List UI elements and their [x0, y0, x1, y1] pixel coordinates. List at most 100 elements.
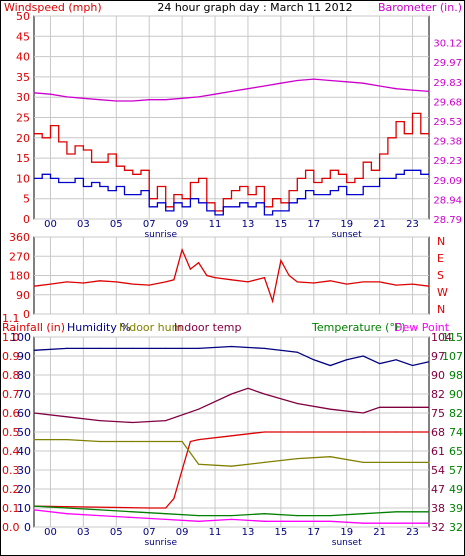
wind-direction-line-point: [99, 280, 101, 282]
indoor-temp-line-point: [33, 412, 35, 414]
indoor-temp-line-point: [263, 393, 266, 395]
compass-label: N: [437, 303, 445, 316]
rain-tick-label: 0.8: [2, 369, 20, 382]
rain-tick-label: 0.5: [2, 426, 20, 439]
rain-tick-label: 1.1: [2, 312, 20, 325]
series-layer: [33, 78, 430, 524]
annotation-sunset: sunset: [332, 230, 362, 240]
legend-indoor-hum: Indoor hum: [119, 321, 182, 334]
indoor-temp-tick-label: 47: [431, 483, 445, 496]
direction-tick-label: 0: [23, 308, 30, 321]
rain-tick-label: 0.2: [2, 483, 20, 496]
x-tick-label: 09: [176, 219, 189, 230]
wind-direction-line-point: [33, 285, 35, 287]
humidity-line-point: [395, 359, 397, 361]
humidity-tick-label: 90: [17, 350, 31, 363]
barometer-line-point: [214, 93, 216, 95]
wind-direction-line-point: [428, 285, 430, 287]
indoor-temp-tick-label: 68: [431, 426, 445, 439]
indoor-hum-line-point: [395, 461, 397, 463]
x-tick-label: 13: [242, 219, 255, 230]
indoor-temp-line-point: [99, 420, 101, 422]
wind-direction-line-point: [230, 279, 233, 281]
wind-direction-line-point: [263, 277, 266, 279]
annotation-sunrise: sunrise: [144, 538, 177, 548]
rain-line-point: [173, 497, 175, 500]
annotation-sunset: sunset: [332, 538, 362, 548]
dew-point-line-point: [263, 520, 266, 522]
wind-direction-line-point: [288, 274, 290, 277]
wind-tick-label: 40: [16, 51, 30, 64]
barometer-line-point: [165, 99, 167, 101]
barometer-line-point: [115, 100, 117, 102]
wind-direction-line-point: [66, 281, 68, 283]
humidity-line-point: [165, 347, 167, 349]
legend-indoor-temp: Indoor temp: [174, 321, 241, 334]
wind-direction-line-point: [280, 259, 282, 262]
indoor-temp-line-point: [165, 420, 167, 422]
rain-tick-label: 0.0: [2, 521, 20, 534]
dew-point-line: [33, 509, 429, 524]
barometer-tick-label: 29.83: [433, 78, 462, 89]
barometer-line-point: [346, 81, 348, 83]
wind-gust-line: [34, 169, 429, 216]
rain-line-point: [329, 431, 331, 433]
barometer-line-point: [99, 99, 101, 101]
dew-point-line-point: [362, 522, 364, 524]
x-tick-label: 05: [110, 527, 123, 538]
rain-tick-label: 0.9: [2, 350, 20, 363]
temperature-tick-label: 115: [442, 331, 463, 344]
indoor-temp-line-point: [230, 393, 233, 395]
barometer-tick-label: 28.94: [433, 195, 462, 206]
indoor-temp-line-point: [247, 387, 249, 389]
temperature-line-point: [66, 507, 68, 509]
indoor-hum-line-point: [362, 461, 364, 463]
indoor-temp-tick-label: 32: [431, 521, 445, 534]
wind-direction-line-point: [247, 281, 249, 283]
barometer-line-point: [33, 92, 35, 94]
barometer-line-point: [362, 82, 364, 84]
humidity-line-point: [313, 359, 315, 361]
humidity-tick-label: 0: [24, 521, 31, 534]
wind-direction-line-point: [411, 283, 414, 285]
compass-label: W: [437, 286, 448, 299]
wind-tick-label: 0: [23, 213, 30, 226]
compass-label: E: [437, 252, 444, 265]
indoor-hum-line-point: [263, 461, 266, 463]
humidity-line-point: [428, 361, 430, 363]
humidity-line-point: [346, 359, 348, 361]
rain-line-point: [230, 435, 233, 437]
wind-tick-label: 50: [16, 10, 30, 23]
temperature-line-point: [99, 509, 101, 511]
barometer-tick-label: 29.68: [433, 97, 462, 108]
x-tick-label: 11: [209, 219, 222, 230]
indoor-temp-tick-label: 90: [431, 369, 445, 382]
barometer-line-point: [379, 85, 381, 87]
humidity-tick-label: 60: [17, 407, 31, 420]
rain-line-point: [189, 440, 191, 443]
temperature-line-point: [230, 515, 233, 517]
wind-direction-line: [33, 247, 430, 304]
indoor-temp-line-point: [197, 408, 200, 410]
humidity-tick-label: 70: [17, 388, 31, 401]
temperature-line-point: [263, 513, 266, 515]
wind-direction-line-point: [181, 249, 183, 251]
rain-line-point: [362, 431, 364, 433]
x-tick-label: 21: [373, 219, 386, 230]
temperature-tick-label: 107: [442, 350, 463, 363]
temperature-tick-label: 90: [449, 388, 463, 401]
wind-direction-line-point: [115, 281, 117, 283]
wind-axis-label: Windspeed (mph): [4, 1, 102, 14]
barometer-line-point: [132, 100, 134, 102]
rain-tick-label: 0.7: [2, 388, 20, 401]
indoor-hum-line-point: [99, 440, 101, 443]
barometer-line-point: [296, 79, 298, 82]
wind-tick-label: 20: [16, 132, 30, 145]
barometer-line-point: [66, 96, 68, 98]
humidity-tick-label: 20: [17, 483, 31, 496]
indoor-hum-line-point: [66, 439, 68, 441]
humidity-tick-label: 40: [17, 445, 31, 458]
compass-label: S: [437, 269, 444, 282]
wind-direction-line-point: [206, 274, 208, 277]
